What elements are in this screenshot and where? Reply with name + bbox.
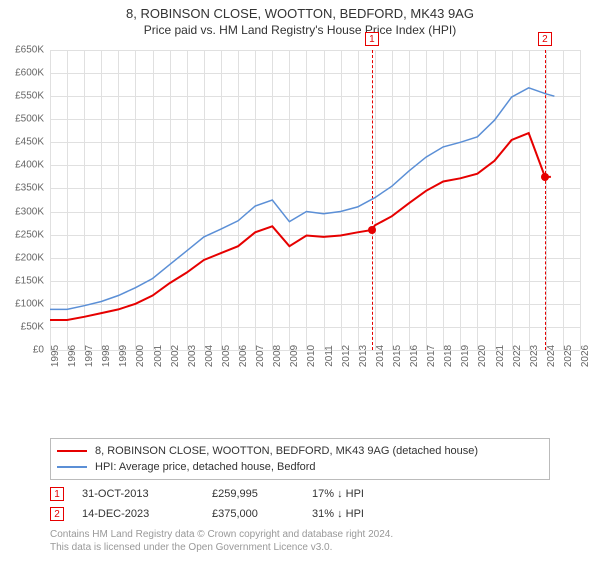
legend-swatch <box>57 466 87 468</box>
line-series-svg <box>50 50 580 350</box>
y-axis-label: £500K <box>0 114 44 125</box>
y-axis-label: £600K <box>0 68 44 79</box>
attribution: Contains HM Land Registry data © Crown c… <box>50 528 550 554</box>
event-pct: 31% ↓ HPI <box>312 508 412 520</box>
event-date: 31-OCT-2013 <box>82 488 212 500</box>
event-pct: 17% ↓ HPI <box>312 488 412 500</box>
event-row: 1 31-OCT-2013£259,99517% ↓ HPI <box>50 484 550 504</box>
y-axis-label: £450K <box>0 137 44 148</box>
events-table: 1 31-OCT-2013£259,99517% ↓ HPI 2 14-DEC-202… <box>50 484 550 524</box>
y-axis-label: £200K <box>0 252 44 263</box>
event-number-box: 2 <box>50 507 64 521</box>
attribution-line: Contains HM Land Registry data © Crown c… <box>50 528 550 541</box>
chart-container: 8, ROBINSON CLOSE, WOOTTON, BEDFORD, MK4… <box>0 6 600 566</box>
event-number-box: 1 <box>50 487 64 501</box>
y-axis-label: £100K <box>0 298 44 309</box>
legend-item: 8, ROBINSON CLOSE, WOOTTON, BEDFORD, MK4… <box>57 443 543 459</box>
legend-label: 8, ROBINSON CLOSE, WOOTTON, BEDFORD, MK4… <box>95 445 478 457</box>
series-hpi <box>50 88 554 310</box>
gridline-v <box>580 50 581 350</box>
event-row: 2 14-DEC-2023£375,00031% ↓ HPI <box>50 504 550 524</box>
event-price: £375,000 <box>212 508 312 520</box>
y-axis-label: £0 <box>0 345 44 356</box>
y-axis-label: £400K <box>0 160 44 171</box>
y-axis-label: £250K <box>0 229 44 240</box>
chart-title: 8, ROBINSON CLOSE, WOOTTON, BEDFORD, MK4… <box>0 6 600 21</box>
legend-swatch <box>57 450 87 452</box>
legend-label: HPI: Average price, detached house, Bedf… <box>95 461 316 473</box>
attribution-line: This data is licensed under the Open Gov… <box>50 541 550 554</box>
y-axis-label: £650K <box>0 45 44 56</box>
y-axis-label: £350K <box>0 183 44 194</box>
legend-item: HPI: Average price, detached house, Bedf… <box>57 459 543 475</box>
chart-area: £0£50K£100K£150K£200K£250K£300K£350K£400… <box>50 50 580 390</box>
event-marker-box: 1 <box>365 32 379 46</box>
y-axis-label: £300K <box>0 206 44 217</box>
event-marker-box: 2 <box>538 32 552 46</box>
chart-subtitle: Price paid vs. HM Land Registry's House … <box>0 23 600 37</box>
y-axis-label: £50K <box>0 321 44 332</box>
event-date: 14-DEC-2023 <box>82 508 212 520</box>
event-price: £259,995 <box>212 488 312 500</box>
x-axis-label: 2026 <box>580 345 591 367</box>
legend: 8, ROBINSON CLOSE, WOOTTON, BEDFORD, MK4… <box>50 438 550 480</box>
y-axis-label: £150K <box>0 275 44 286</box>
y-axis-label: £550K <box>0 91 44 102</box>
